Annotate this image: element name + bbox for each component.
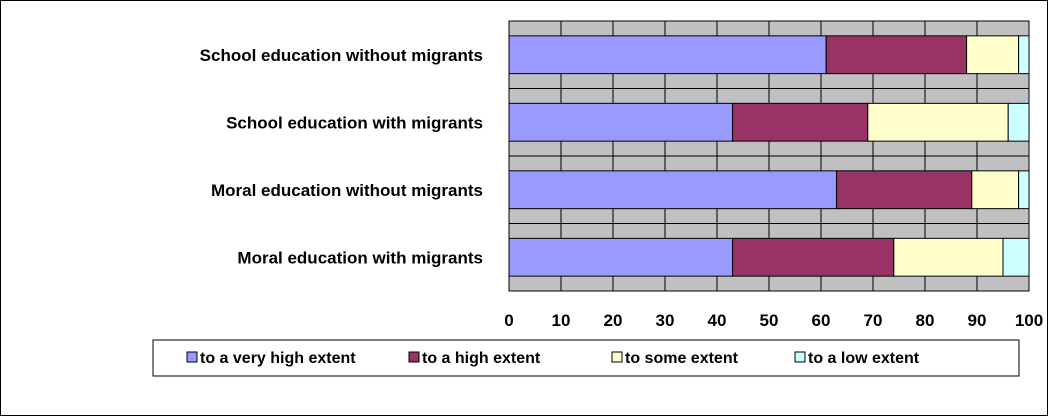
- category-label: School education with migrants: [226, 113, 483, 132]
- bar-segment-4-3: [893, 237, 1004, 277]
- bar-segment-4-4: [1002, 237, 1030, 277]
- bar-segment-2-2: [732, 102, 869, 142]
- legend-swatch-1: [186, 351, 198, 363]
- x-tick-label: 20: [604, 311, 623, 330]
- category-label: Moral education with migrants: [237, 248, 483, 267]
- legend-label-1: to a very high extent: [200, 350, 356, 367]
- x-tick-label: 90: [968, 311, 987, 330]
- legend-swatch-4: [794, 351, 806, 363]
- bar-segment-1-2: [825, 35, 968, 75]
- bar-segment-3-3: [971, 170, 1020, 210]
- bar-segment-1-3: [966, 35, 1020, 75]
- bar-segment-2-1: [508, 102, 734, 142]
- bar-segment-4-1: [508, 237, 734, 277]
- bar-segment-3-4: [1018, 170, 1030, 210]
- legend-label-4: to a low extent: [808, 350, 920, 367]
- bar-segment-1-1: [508, 35, 827, 75]
- bar-segment-2-4: [1007, 102, 1030, 142]
- legend-label-3: to some extent: [625, 350, 739, 367]
- x-tick-label: 100: [1015, 311, 1043, 330]
- legend-label-2: to a high extent: [422, 350, 541, 367]
- x-tick-label: 70: [864, 311, 883, 330]
- x-tick-label: 50: [760, 311, 779, 330]
- x-tick-label: 10: [552, 311, 571, 330]
- x-tick-label: 0: [504, 311, 513, 330]
- legend-swatch-3: [611, 351, 623, 363]
- legend-box: [152, 339, 1020, 377]
- x-tick-label: 40: [708, 311, 727, 330]
- category-label: School education without migrants: [200, 46, 483, 65]
- x-tick-label: 30: [656, 311, 675, 330]
- legend-swatch-2: [408, 351, 420, 363]
- bar-segment-1-4: [1018, 35, 1030, 75]
- bar-segment-3-1: [508, 170, 838, 210]
- bar-segment-2-3: [867, 102, 1009, 142]
- x-tick-label: 60: [812, 311, 831, 330]
- category-label: Moral education without migrants: [211, 181, 483, 200]
- bar-segment-4-2: [732, 237, 895, 277]
- x-tick-label: 80: [916, 311, 935, 330]
- bar-segment-3-2: [836, 170, 973, 210]
